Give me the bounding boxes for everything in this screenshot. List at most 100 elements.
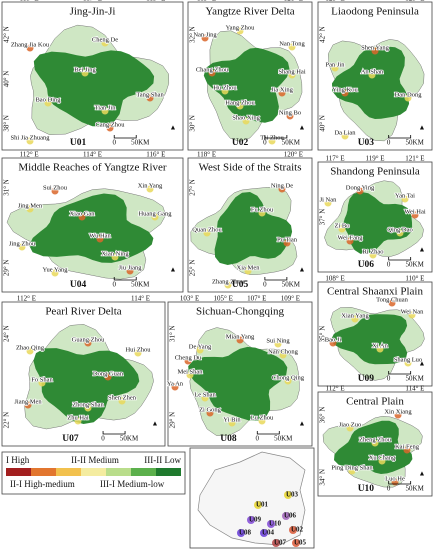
city-label: Qing Dao: [387, 226, 412, 233]
lon-label: 121° E: [405, 155, 424, 163]
hotspot: [96, 235, 104, 243]
map-panel: 117° E 119° E 121° E 37° N Shandong Peninsul…: [317, 155, 433, 273]
inset-region: [254, 501, 262, 509]
hotspot: [171, 383, 179, 391]
hotspot: [104, 373, 112, 381]
scale-bar: [113, 135, 137, 139]
lon-label: 114° E: [131, 295, 150, 303]
hotspot: [44, 99, 52, 107]
hotspot: [221, 87, 229, 95]
map-panel: 119° E 121° E 32° N 30° N Yangtze River Delt…: [187, 0, 313, 151]
city-label: Yi Bin: [223, 416, 241, 423]
hotspot: [118, 397, 126, 405]
legend-swatch: [56, 468, 81, 476]
north-arrow: ▲: [419, 360, 426, 368]
city-label: Da Lian: [334, 129, 356, 136]
hotspot: [186, 371, 194, 379]
map-panel: 103° E 105° E 107° E 109° E 31° N 29° N Sichua…: [166, 295, 313, 447]
north-arrow: ▲: [419, 470, 426, 478]
city-label: Jiang Men: [14, 398, 42, 405]
urban-cover: [33, 50, 155, 127]
hotspot: [151, 213, 159, 221]
city-label: Jing Zhou: [9, 240, 36, 247]
city-label: Dong Ying: [346, 184, 375, 191]
city-label: Xu Chang: [369, 454, 396, 461]
lon-label: 107° E: [247, 295, 266, 303]
hotspot: [106, 124, 114, 132]
hotspot: [324, 199, 332, 207]
city-label: Fo Shan: [31, 376, 53, 383]
lon-label: 117° E: [326, 155, 345, 163]
north-arrow: ▲: [299, 420, 306, 428]
hotspot: [26, 44, 34, 52]
hotspot: [203, 229, 211, 237]
city-label: Quan Zhou: [192, 226, 222, 233]
city-label: Hang Zhou: [225, 99, 255, 106]
hotspot: [378, 457, 386, 465]
hotspot: [78, 213, 86, 221]
panel-code: U08: [220, 434, 237, 444]
hotspot: [288, 43, 296, 51]
inset-label: U07: [274, 539, 287, 547]
city-label: Shen Zhen: [108, 394, 137, 401]
city-label: Ning De: [271, 182, 293, 189]
city-label: Zhong Shan: [72, 401, 104, 408]
hotspot: [411, 211, 419, 219]
lat-label: 31° N: [169, 325, 177, 342]
china-outline: [197, 451, 306, 546]
city-label: Zhang Jia Kou: [11, 41, 50, 48]
scale-label: 0: [387, 261, 391, 269]
hotspot: [376, 345, 384, 353]
hotspot: [288, 71, 296, 79]
hotspot: [74, 417, 82, 425]
hotspot: [348, 467, 356, 475]
legend-label: III-II Low: [144, 455, 181, 465]
lat-label: 36° N: [319, 407, 327, 424]
city-label: Ya An: [167, 380, 184, 387]
hotspot: [236, 102, 244, 110]
inset-label: U05: [294, 539, 307, 547]
hotspot: [274, 340, 282, 348]
panel-title: Jing-Jin-Ji: [70, 6, 116, 18]
lat-label: 27° N: [189, 179, 197, 196]
city-label: Kai Feng: [395, 443, 420, 450]
scale-label: 0: [387, 139, 391, 147]
city-label: Ji Nan: [320, 196, 338, 203]
inset-region: [284, 491, 292, 499]
scale-label: 50KM: [120, 435, 139, 443]
city-label: Yang Zhou: [226, 24, 256, 31]
city-label: Pan Jin: [326, 61, 346, 68]
lon-label: 119° E: [146, 0, 165, 3]
legend-swatch: [156, 468, 181, 476]
lon-label: 112° E: [326, 385, 345, 393]
legend-swatch: [106, 468, 131, 476]
hotspot: [401, 195, 409, 203]
hotspot: [51, 187, 59, 195]
scale-bar: [256, 431, 280, 435]
scale-bar: [388, 481, 412, 485]
hotspot: [278, 185, 286, 193]
hotspot: [388, 299, 396, 307]
map-panel: 108° E 110° E 35° N Central Shaanxi PlainTo…: [317, 275, 433, 387]
city-label: De Yang: [189, 343, 212, 350]
hotspot: [331, 64, 339, 72]
panel-title: Sichuan-Chongqing: [196, 306, 284, 318]
city-label: Xi An: [372, 342, 388, 349]
lat-label: 31° N: [3, 179, 11, 196]
hotspot: [236, 336, 244, 344]
city-label: Yue Yang: [43, 266, 69, 273]
north-arrow: ▲: [419, 124, 426, 132]
hotspot: [51, 269, 59, 277]
city-label: Nan Jing: [193, 31, 217, 38]
city-label: Lu Zhou: [251, 414, 274, 421]
city-label: Zheng Zhou: [359, 436, 392, 443]
hotspot: [208, 69, 216, 77]
panel-title: Pearl River Delta: [45, 306, 121, 318]
map-panel: 118° E 120° E 27° N 25° N West Side of the S…: [187, 151, 313, 293]
lat-label: 35° N: [319, 326, 327, 343]
panel-title: Central Shaanxi Plain: [327, 286, 423, 298]
hotspot: [26, 205, 34, 213]
scale-bar: [113, 277, 137, 281]
hotspot: [146, 185, 154, 193]
city-label: Xia Men: [237, 264, 261, 271]
